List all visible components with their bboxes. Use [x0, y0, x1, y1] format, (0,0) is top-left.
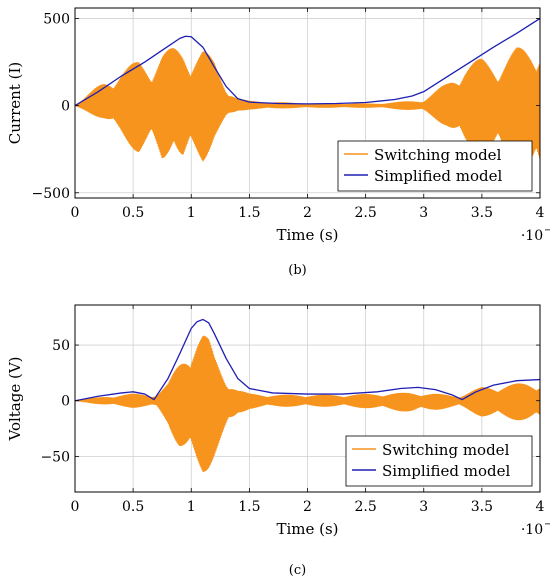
voltage-chart: 0 0.5 1 1.5 2 2.5 3 3.5 4 −50 0 50 Time (s) ·10−3 Volt… — [6, 304, 550, 578]
legend-entry: Simplified model — [382, 462, 510, 480]
x-tick-label: 4 — [536, 205, 545, 221]
y-axis-label: Voltage (V) — [6, 356, 24, 441]
x-tick-label: 1 — [187, 205, 196, 221]
x-axis-multiplier-exponent: −3 — [544, 225, 550, 236]
x-tick-label: 2.5 — [354, 205, 376, 221]
y-tick-label: 500 — [43, 11, 70, 27]
x-tick-label: 1 — [187, 499, 196, 515]
x-tick-label: 0.5 — [122, 205, 144, 221]
legend-entry: Switching model — [382, 441, 510, 459]
x-tick-label: 0.5 — [122, 499, 144, 515]
legend-entry: Switching model — [374, 146, 502, 164]
x-tick-label: 2 — [303, 499, 312, 515]
switching-model-line — [75, 47, 540, 176]
series-simplified-model — [75, 318, 540, 402]
x-tick-label: 2.5 — [354, 499, 376, 515]
x-axis-multiplier: ·10 — [521, 522, 543, 538]
legend-entry: Simplified model — [374, 167, 502, 185]
legend: Switching model Simplified model — [345, 435, 533, 487]
simplified-model-line — [75, 318, 540, 402]
y-tick-label: −500 — [32, 186, 70, 202]
chart-caption: (c) — [289, 563, 306, 578]
x-tick-label: 0 — [71, 499, 80, 515]
series-switching-model — [75, 335, 540, 473]
x-tick-label: 3.5 — [471, 205, 493, 221]
y-tick-label: −50 — [40, 449, 70, 465]
x-tick-label: 0 — [71, 205, 80, 221]
legend: Switching model Simplified model — [337, 140, 533, 192]
y-tick-label: 50 — [52, 338, 70, 354]
chart-caption: (b) — [288, 263, 306, 278]
x-tick-label: 3 — [419, 499, 428, 515]
x-tick-label: 3.5 — [471, 499, 493, 515]
x-tick-label: 2 — [303, 205, 312, 221]
legend-box — [337, 140, 533, 192]
x-axis-label: Time (s) — [276, 520, 338, 538]
series-switching-model — [75, 47, 540, 176]
x-axis-label: Time (s) — [276, 226, 338, 244]
y-axis-label: Current (I) — [6, 62, 24, 144]
simplified-model-line — [75, 17, 540, 107]
x-tick-label: 1.5 — [238, 499, 260, 515]
x-axis-multiplier: ·10 — [521, 228, 543, 244]
x-axis-multiplier-exponent: −3 — [544, 519, 550, 530]
y-tick-label: 0 — [61, 394, 70, 410]
x-tick-label: 1.5 — [238, 205, 260, 221]
y-tick-label: 0 — [61, 99, 70, 115]
x-tick-label: 3 — [419, 205, 428, 221]
legend-box — [345, 435, 533, 487]
x-tick-label: 4 — [536, 499, 545, 515]
series-simplified-model — [75, 17, 540, 107]
switching-model-line — [75, 335, 540, 473]
